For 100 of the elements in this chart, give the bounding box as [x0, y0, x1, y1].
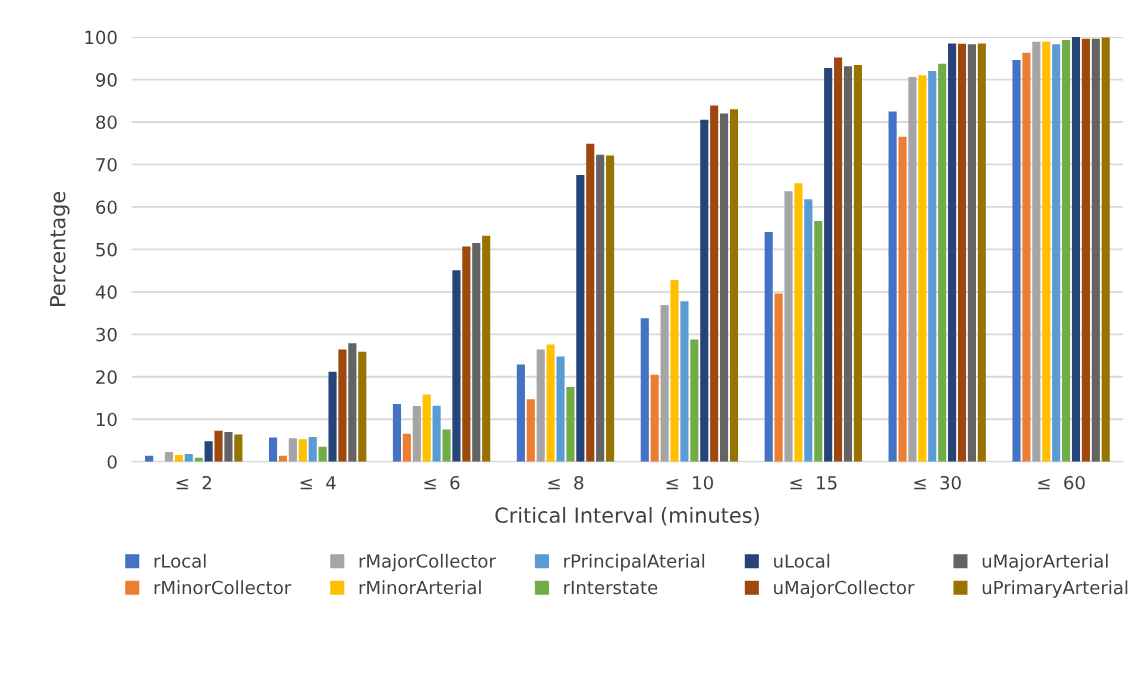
bar	[482, 235, 491, 462]
bar	[392, 403, 402, 462]
bar	[328, 371, 337, 462]
bar	[1081, 38, 1090, 462]
x-tick-label: ≤ 60	[1038, 475, 1085, 490]
legend-label: uLocal	[774, 553, 830, 568]
bar	[794, 183, 803, 462]
bar	[224, 431, 233, 462]
bar	[908, 76, 917, 462]
bar	[690, 339, 699, 462]
y-tick-label: 80	[96, 115, 117, 130]
bar	[928, 71, 937, 462]
bar	[1091, 38, 1100, 462]
y-axis-title: Percentage	[50, 191, 70, 306]
bar	[566, 386, 575, 462]
bar	[338, 349, 347, 462]
x-axis-title: Critical Interval (minutes)	[495, 506, 759, 526]
bar	[234, 434, 243, 462]
bar	[442, 429, 451, 462]
bar	[298, 439, 307, 462]
y-tick-label: 30	[96, 327, 117, 342]
bar	[710, 105, 719, 462]
bar	[680, 301, 689, 462]
bar	[1062, 40, 1071, 462]
bar	[1071, 37, 1081, 462]
bar	[804, 199, 813, 462]
bar	[268, 437, 278, 462]
bar	[1052, 44, 1061, 462]
bar	[402, 433, 411, 462]
y-tick-label: 100	[85, 30, 117, 45]
bar	[358, 351, 367, 462]
bar	[576, 175, 585, 462]
y-tick-label: 20	[96, 370, 117, 384]
bar	[967, 44, 976, 462]
bar	[700, 119, 709, 462]
bar	[720, 113, 729, 462]
bar	[204, 441, 213, 462]
bar	[516, 364, 525, 462]
bar	[660, 305, 669, 462]
x-tick-label: ≤ 8	[548, 475, 584, 490]
y-tick-label: 50	[96, 242, 117, 257]
bar	[586, 143, 595, 462]
bar	[888, 111, 897, 462]
bar	[1032, 41, 1041, 462]
y-tick-label: 10	[96, 412, 117, 427]
bar	[977, 43, 986, 462]
bar	[834, 57, 843, 462]
bar	[650, 374, 659, 462]
bar	[308, 437, 317, 462]
bar	[729, 109, 739, 462]
y-tick-label: 70	[96, 157, 117, 172]
y-tick-label: 90	[96, 72, 117, 87]
x-tick-label: ≤ 4	[300, 476, 336, 490]
bar	[596, 154, 605, 462]
bar	[1012, 60, 1021, 462]
bar	[640, 318, 649, 462]
bar	[948, 43, 957, 462]
bar	[536, 349, 545, 462]
bar	[957, 43, 967, 462]
bar	[606, 155, 615, 462]
y-tick-label: 40	[95, 285, 117, 299]
bar	[526, 399, 535, 462]
bar	[348, 343, 357, 462]
legend-label: uPrimaryArterial	[982, 580, 1128, 598]
bar	[824, 68, 833, 462]
bar	[288, 438, 297, 462]
x-tick-label: ≤ 30	[914, 475, 961, 490]
bar	[452, 270, 461, 462]
bar	[1101, 37, 1110, 462]
bar	[898, 136, 907, 462]
bar	[546, 344, 555, 462]
bar	[214, 430, 223, 462]
bar	[764, 231, 773, 462]
y-tick-label: 60	[96, 200, 117, 215]
y-tick-label: 0	[107, 455, 117, 469]
bar	[422, 394, 431, 462]
legend-label: rPrincipalAterial	[564, 553, 705, 572]
bar	[670, 279, 679, 462]
bar	[462, 246, 471, 462]
bar	[774, 293, 783, 462]
x-tick-label: ≤ 10	[666, 475, 713, 490]
legend-label: rMajorCollector	[359, 553, 496, 572]
bar	[164, 451, 174, 462]
legend-label: uMajorCollector	[774, 580, 915, 598]
bar	[556, 356, 565, 462]
bar	[784, 191, 793, 462]
legend-label: rLocal	[154, 553, 206, 568]
bar	[318, 446, 327, 462]
bar	[1022, 52, 1031, 462]
bar	[853, 65, 862, 462]
bar	[1042, 41, 1051, 462]
bar	[843, 66, 853, 462]
bar	[184, 454, 193, 462]
legend-label: rInterstate	[564, 580, 658, 595]
x-tick-label: ≤ 2	[176, 475, 211, 490]
bar	[432, 405, 441, 462]
legend-label: uMajorArterial	[982, 553, 1108, 572]
bar	[472, 243, 481, 462]
x-tick-label: ≤ 6	[424, 475, 460, 490]
bar	[938, 63, 947, 462]
